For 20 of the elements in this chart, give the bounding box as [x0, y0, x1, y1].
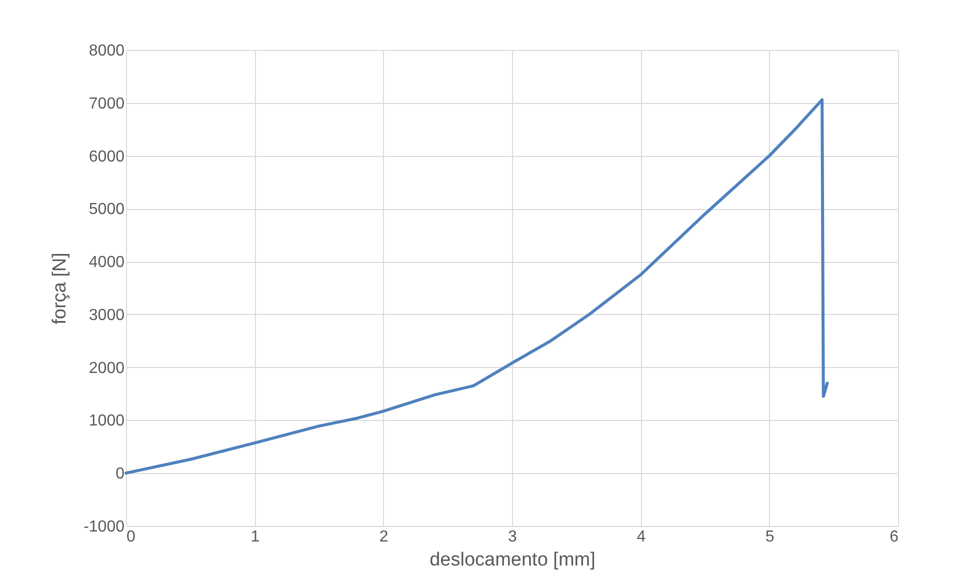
- x-tick-label: 0: [126, 528, 136, 546]
- y-tick-label: 6000: [88, 148, 125, 166]
- x-axis-title: deslocamento [mm]: [430, 550, 596, 570]
- y-tick-label: 0: [116, 466, 125, 483]
- x-tick-label: 4: [636, 528, 646, 546]
- x-tick-label: 2: [379, 528, 388, 546]
- y-tick-label: 4000: [88, 254, 125, 272]
- y-axis-title: força [N]: [50, 252, 71, 324]
- y-tick-label: 3000: [88, 306, 125, 324]
- line-series: [124, 98, 829, 475]
- y-tick-label: 7000: [88, 95, 125, 112]
- x-tick-label: 6: [890, 528, 899, 546]
- x-tick-label: 3: [508, 528, 518, 546]
- y-tick-label: 5000: [88, 201, 125, 218]
- x-tick-label: 1: [250, 528, 260, 546]
- y-tick-label: 1000: [88, 412, 125, 430]
- y-tick-label: 2000: [88, 360, 125, 377]
- y-tick-label: 8000: [88, 42, 125, 60]
- x-tick-label: 5: [765, 528, 774, 546]
- y-tick-label: -1000: [84, 518, 125, 536]
